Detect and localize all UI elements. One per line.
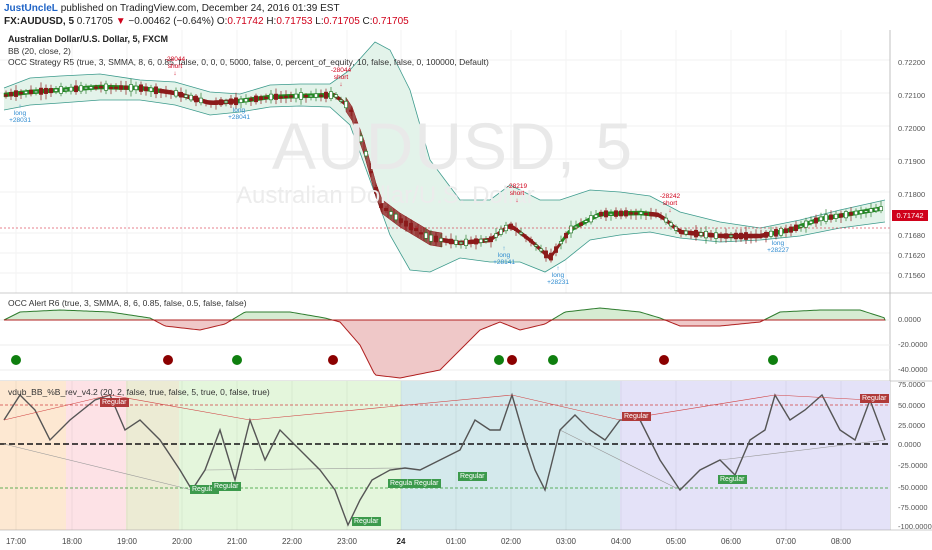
last-price: 0.71705 [76,16,113,27]
bb-axis-tick: 75.0000 [898,380,926,389]
down-arrow-icon: ▼ [115,16,126,27]
current-price-tag: 0.71742 [892,210,928,221]
author-link[interactable]: JustUncleL [4,3,58,14]
regular-bullish-tag: Regular [458,472,487,481]
alert-indicator-label[interactable]: OCC Alert R6 (true, 3, SMMA, 8, 6, 0.85,… [8,298,247,308]
regular-bullish-tag: Regular [352,517,381,526]
bb-axis-tick: 25.0000 [898,421,926,430]
low-value: 0.71705 [323,16,360,27]
time-tick: 08:00 [830,537,852,546]
time-tick: 02:00 [500,537,522,546]
price-tick: 0.72100 [898,91,926,100]
ohlc-line: FX:AUDUSD, 5 0.71705 ▼ −0.00462 (−0.64%)… [4,16,409,28]
time-tick: 21:00 [226,537,248,546]
alert-positive-area [3,307,886,321]
bb-axis-tick: 50.0000 [898,401,926,410]
time-tick: 01:00 [445,537,467,546]
long-signal: ↑ long +28141 [493,245,515,266]
bb-percent-pane [0,381,890,530]
alert-signal-dot [768,355,778,365]
high-label: H: [266,16,277,27]
low-label: L: [315,16,324,27]
time-tick: 04:00 [610,537,632,546]
time-tick: 03:00 [555,537,577,546]
alert-axis-tick: -20.0000 [898,340,928,349]
publish-line: JustUncleL published on TradingView.com,… [4,3,340,15]
time-tick: 17:00 [5,537,27,546]
open-value: 0.71742 [227,16,264,27]
time-tick: 23:00 [336,537,358,546]
main-pane [0,30,890,293]
price-tick: 0.72000 [898,124,926,133]
bb-axis-tick: -75.0000 [898,503,928,512]
alert-signal-dot [232,355,242,365]
regular-bullish-tag: Regular [388,479,417,488]
time-tick: 05:00 [665,537,687,546]
alert-pane [0,307,890,379]
price-tick: 0.71680 [898,231,926,240]
close-label: C: [362,16,373,27]
regular-bearish-tag: Regular [100,398,129,407]
time-tick: 22:00 [281,537,303,546]
price-tick: 0.71900 [898,157,926,166]
symbol-label[interactable]: FX:AUDUSD, 5 [4,16,75,27]
price-tick: 0.71800 [898,190,926,199]
watermark-name: Australian Dollar/U.S. Dollar [236,182,535,209]
alert-signal-dot [507,355,517,365]
candlesticks [4,78,883,263]
main-pane-title[interactable]: Australian Dollar/U.S. Dollar, 5, FXCM [8,34,169,44]
bb-indicator-label[interactable]: BB (20, close, 2) [8,46,71,56]
regular-bullish-tag: Regular [212,482,241,491]
strategy-indicator-label[interactable]: OCC Strategy R5 (true, 3, SMMA, 8, 6, 0.… [8,57,489,67]
published-text: published on TradingView.com, December 2… [60,3,340,14]
bollinger-band-fill [4,42,885,272]
time-tick: 19:00 [116,537,138,546]
regular-bullish-tag: Regular [190,485,219,494]
bb-axis-tick: 0.0000 [898,440,921,449]
short-signal: -28219 short ↓ [506,183,528,204]
alert-axis-tick: -40.0000 [898,365,928,374]
regular-bullish-tag: Regular [718,475,747,484]
short-signal: -28044 short ↓ [164,56,186,77]
price-tick: 0.71560 [898,271,926,280]
bb-axis-tick: -100.0000 [898,522,932,531]
change-value: −0.00462 (−0.64%) [128,16,215,27]
open-label: O: [216,16,228,27]
alert-signal-dot [494,355,504,365]
bb-axis-tick: -25.0000 [898,461,928,470]
price-tick: 0.72200 [898,58,926,67]
time-tick: 18:00 [61,537,83,546]
long-signal: ↑ long +28031 [9,103,31,124]
long-signal: ↑ long +28227 [767,233,789,254]
bb-percent-indicator-label[interactable]: vdub_BB_%B_rev_v4.2 (20, 2, false, true,… [8,387,270,397]
alert-signal-dot [548,355,558,365]
high-value: 0.71753 [276,16,313,27]
alert-signal-dot [163,355,173,365]
short-signal: -28242 short ↓ [659,193,681,214]
price-tick: 0.71620 [898,251,926,260]
divergence-line [3,394,871,421]
alert-signal-dot [328,355,338,365]
time-tick-day: 24 [396,537,406,546]
watermark-symbol: AUDUSD, 5 [272,109,634,183]
bollinger-upper-line [3,41,886,229]
regular-bullish-tag: Regular [412,479,441,488]
alert-negative-area [4,319,885,379]
bollinger-lower-line [3,99,886,273]
regular-bearish-tag: Regular [860,394,889,403]
long-signal: ↑ long +28231 [547,265,569,286]
short-signal: -28044 short ↓ [330,67,352,88]
regular-bearish-tag: Regular [622,412,651,421]
bb-axis-tick: -50.0000 [898,483,928,492]
alert-axis-tick: 0.0000 [898,315,921,324]
time-tick: 20:00 [171,537,193,546]
close-value: 0.71705 [372,16,409,27]
time-tick: 06:00 [720,537,742,546]
alert-signal-dot [11,355,21,365]
time-tick: 07:00 [775,537,797,546]
percent-b-line [3,392,886,527]
alert-signal-dot [659,355,669,365]
long-signal: ↑ long +28041 [228,100,250,121]
